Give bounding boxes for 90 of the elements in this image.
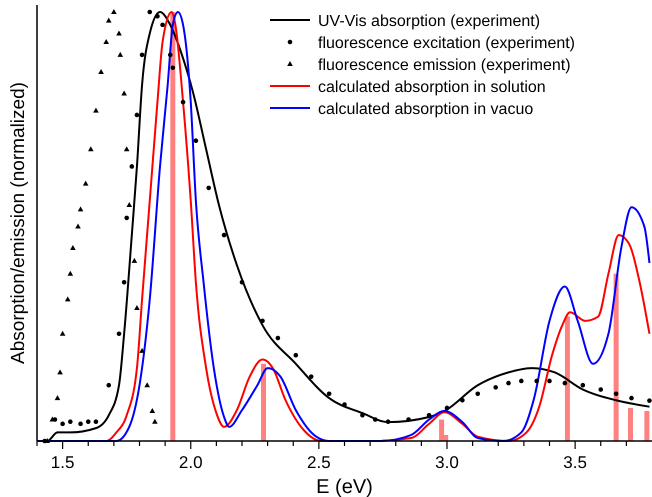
point: [562, 380, 568, 386]
bar: [261, 364, 266, 441]
point: [68, 270, 74, 276]
point: [326, 392, 332, 396]
point: [139, 348, 145, 353]
point: [86, 419, 91, 424]
bar: [564, 316, 570, 441]
point: [64, 296, 71, 302]
legend-label: fluorescence excitation (experiment): [318, 35, 576, 52]
point: [629, 396, 634, 400]
point: [54, 395, 60, 400]
point: [134, 305, 140, 310]
point: [60, 330, 66, 336]
point: [160, 22, 165, 28]
point: [547, 378, 552, 384]
point: [406, 417, 411, 422]
point: [194, 138, 198, 143]
point: [111, 9, 117, 14]
point: [493, 385, 498, 390]
point: [117, 52, 124, 57]
point: [124, 216, 129, 220]
point: [116, 30, 122, 36]
point: [88, 146, 94, 152]
point: [260, 318, 265, 324]
point: [598, 387, 604, 392]
point: [168, 52, 173, 58]
point: [426, 412, 432, 418]
point: [342, 402, 347, 407]
x-axis-title: E (eV): [316, 476, 373, 497]
point: [98, 69, 104, 74]
point: [614, 392, 618, 396]
x-tick-label: 2.5: [307, 453, 331, 472]
x-tick-label: 2.0: [178, 453, 203, 472]
point: [240, 280, 244, 285]
point: [308, 374, 314, 379]
point: [155, 14, 160, 19]
point: [103, 39, 109, 44]
point: [60, 422, 65, 426]
point: [78, 422, 83, 426]
point: [75, 224, 81, 228]
point: [82, 180, 88, 186]
point: [132, 258, 138, 263]
point: [134, 112, 140, 118]
point: [57, 369, 63, 374]
x-tick-label: 3.0: [435, 453, 459, 472]
legend-label: calculated absorption in vacuo: [318, 101, 534, 118]
point: [580, 382, 586, 388]
point: [116, 331, 122, 336]
bar: [439, 420, 444, 441]
point: [372, 417, 378, 422]
point: [144, 382, 150, 388]
legend-label: fluorescence emission (experiment): [318, 57, 571, 74]
point: [647, 398, 652, 403]
point: [78, 206, 84, 212]
point: [386, 419, 390, 424]
bar: [170, 12, 176, 441]
point: [121, 90, 127, 96]
point: [106, 382, 112, 388]
point: [294, 352, 298, 358]
point: [152, 418, 158, 424]
point: [126, 202, 132, 208]
point: [475, 392, 480, 396]
bar: [628, 408, 633, 441]
point: [206, 186, 211, 190]
point: [124, 146, 130, 152]
point: [506, 380, 511, 386]
point: [519, 378, 524, 384]
y-axis-title: Absorption/emission (normalized): [8, 82, 29, 364]
point: [70, 244, 76, 250]
point: [222, 232, 226, 238]
point: [93, 108, 99, 113]
point: [534, 378, 539, 384]
point: [130, 164, 134, 169]
point: [140, 52, 144, 58]
point: [180, 100, 186, 104]
point: [122, 280, 126, 285]
legend-label: calculated absorption in solution: [318, 79, 546, 96]
bar: [644, 410, 650, 441]
legend-label: UV-Vis absorption (experiment): [318, 13, 540, 30]
point: [147, 10, 152, 14]
point: [460, 398, 465, 403]
x-tick-label: 1.5: [50, 453, 74, 472]
point: [150, 408, 156, 413]
point: [276, 336, 280, 340]
point: [444, 406, 450, 410]
point: [94, 419, 98, 424]
point: [68, 419, 73, 424]
x-tick-label: 3.5: [563, 453, 587, 472]
point: [106, 18, 112, 23]
point: [170, 65, 176, 70]
